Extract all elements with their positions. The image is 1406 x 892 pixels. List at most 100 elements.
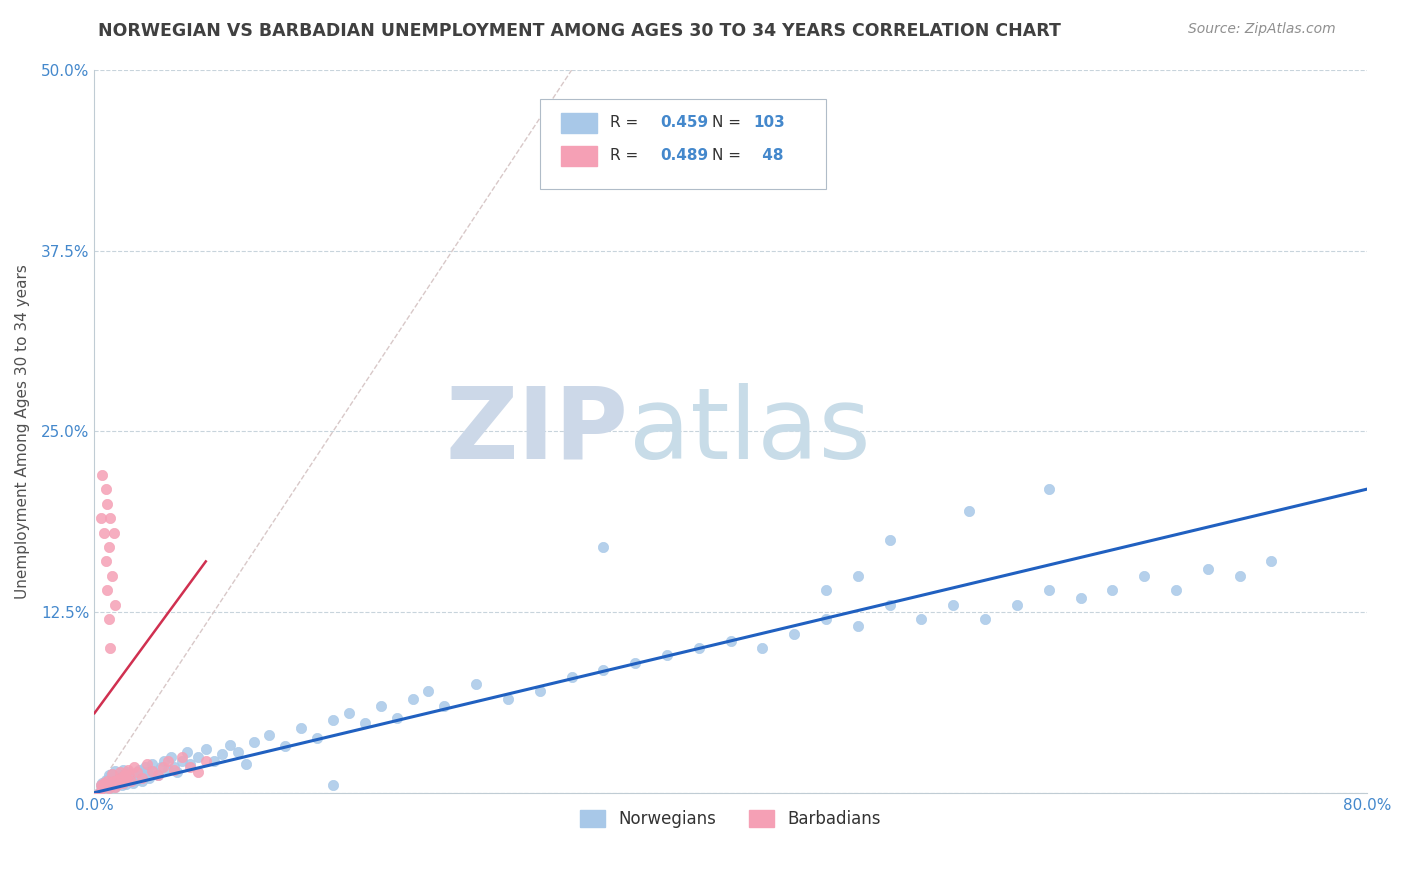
Text: N =: N = bbox=[711, 115, 745, 130]
Point bbox=[153, 754, 176, 768]
Point bbox=[120, 774, 142, 789]
Point bbox=[97, 540, 120, 554]
Point bbox=[93, 525, 115, 540]
Point bbox=[110, 770, 132, 784]
Point bbox=[103, 525, 125, 540]
Point bbox=[94, 772, 117, 787]
Point bbox=[94, 780, 117, 794]
Point bbox=[163, 763, 186, 777]
Point bbox=[337, 706, 360, 721]
Point bbox=[97, 612, 120, 626]
Point bbox=[179, 759, 201, 773]
Point bbox=[100, 777, 122, 791]
Point bbox=[138, 771, 160, 785]
Point bbox=[108, 765, 131, 780]
Point bbox=[322, 779, 344, 793]
Point bbox=[94, 554, 117, 568]
Point bbox=[134, 759, 156, 773]
Point bbox=[96, 583, 118, 598]
Point bbox=[1164, 583, 1187, 598]
Point bbox=[218, 738, 240, 752]
Point bbox=[118, 770, 141, 784]
Point bbox=[104, 764, 127, 778]
Point bbox=[115, 772, 138, 787]
Point bbox=[117, 763, 139, 777]
Legend: Norwegians, Barbadians: Norwegians, Barbadians bbox=[574, 804, 889, 835]
Point bbox=[104, 598, 127, 612]
Point bbox=[89, 786, 111, 800]
Point bbox=[90, 511, 112, 525]
Point bbox=[846, 619, 869, 633]
Point bbox=[688, 641, 710, 656]
Point bbox=[104, 780, 127, 794]
Point bbox=[783, 626, 806, 640]
Text: N =: N = bbox=[711, 148, 745, 163]
Point bbox=[1133, 569, 1156, 583]
Point bbox=[163, 759, 186, 773]
Bar bbox=[561, 146, 598, 166]
Point bbox=[1038, 482, 1060, 496]
Point bbox=[226, 745, 249, 759]
Point bbox=[166, 765, 188, 780]
Point bbox=[105, 771, 128, 785]
Point bbox=[121, 775, 143, 789]
Point bbox=[242, 735, 264, 749]
Point bbox=[110, 779, 132, 793]
Point bbox=[96, 774, 118, 789]
Point bbox=[93, 775, 115, 789]
Point bbox=[655, 648, 678, 663]
Point bbox=[129, 768, 152, 782]
Point bbox=[1038, 583, 1060, 598]
Text: 0.459: 0.459 bbox=[661, 115, 709, 130]
Point bbox=[91, 467, 114, 482]
Point bbox=[146, 768, 169, 782]
Point bbox=[97, 781, 120, 796]
Point bbox=[93, 779, 115, 793]
Point bbox=[433, 698, 456, 713]
Point bbox=[141, 764, 163, 778]
Point bbox=[176, 745, 198, 759]
Point bbox=[179, 756, 201, 771]
Point bbox=[127, 772, 149, 787]
Point bbox=[370, 698, 392, 713]
Point bbox=[910, 612, 932, 626]
Point bbox=[100, 772, 122, 787]
Point bbox=[496, 691, 519, 706]
Point bbox=[96, 774, 118, 789]
Point bbox=[101, 767, 124, 781]
Point bbox=[957, 504, 980, 518]
Point bbox=[91, 781, 114, 796]
Point bbox=[259, 728, 281, 742]
Point bbox=[122, 767, 145, 781]
Point bbox=[592, 540, 614, 554]
Text: R =: R = bbox=[610, 148, 643, 163]
Point bbox=[1070, 591, 1092, 605]
Point bbox=[114, 767, 136, 781]
Point bbox=[624, 656, 647, 670]
Point bbox=[211, 747, 233, 761]
Point bbox=[322, 714, 344, 728]
Text: R =: R = bbox=[610, 115, 643, 130]
Point bbox=[815, 583, 838, 598]
Text: NORWEGIAN VS BARBADIAN UNEMPLOYMENT AMONG AGES 30 TO 34 YEARS CORRELATION CHART: NORWEGIAN VS BARBADIAN UNEMPLOYMENT AMON… bbox=[98, 22, 1062, 40]
Point bbox=[89, 786, 111, 800]
Point bbox=[101, 767, 124, 781]
Point bbox=[101, 777, 124, 791]
Point bbox=[846, 569, 869, 583]
Point bbox=[97, 781, 120, 796]
Point bbox=[307, 731, 329, 745]
Point bbox=[1005, 598, 1028, 612]
Point bbox=[91, 775, 114, 789]
Text: ZIP: ZIP bbox=[446, 383, 628, 480]
Point bbox=[141, 756, 163, 771]
Point bbox=[194, 754, 217, 768]
Text: 48: 48 bbox=[758, 148, 785, 163]
Point bbox=[105, 772, 128, 787]
Point bbox=[1260, 554, 1282, 568]
Point bbox=[879, 533, 901, 547]
Point bbox=[100, 511, 122, 525]
Point bbox=[114, 772, 136, 787]
Text: 0.489: 0.489 bbox=[661, 148, 709, 163]
Point bbox=[418, 684, 440, 698]
Point bbox=[1197, 562, 1219, 576]
